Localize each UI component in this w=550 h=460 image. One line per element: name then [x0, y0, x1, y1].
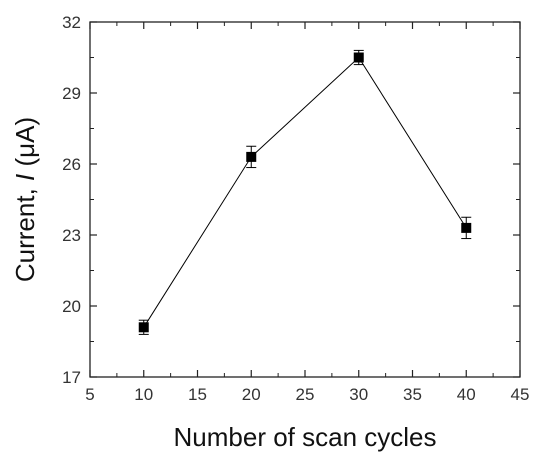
x-tick-label: 35	[403, 385, 422, 404]
y-axis-title-suffix: (μA)	[10, 117, 40, 174]
x-axis-ticks: 5 10 15 20 25 30 35 40 45	[85, 22, 529, 404]
plot-frame	[89, 21, 521, 378]
data-point	[138, 322, 149, 333]
x-axis-title: Number of scan cycles	[174, 422, 437, 452]
y-axis-title-symbol: I	[10, 174, 40, 181]
x-tick-label: 5	[85, 385, 94, 404]
x-tick-label: 10	[134, 385, 153, 404]
x-tick-label: 30	[349, 385, 368, 404]
data-point	[461, 222, 472, 233]
series-layer	[138, 49, 472, 335]
x-tick-label: 15	[188, 385, 207, 404]
series-line	[143, 56, 467, 328]
x-tick-label: 40	[457, 385, 476, 404]
data-point	[246, 151, 257, 162]
y-tick-label: 17	[62, 368, 81, 387]
y-tick-label: 20	[62, 297, 81, 316]
y-tick-label: 32	[62, 13, 81, 32]
y-tick-label: 26	[62, 155, 81, 174]
y-tick-label: 23	[62, 226, 81, 245]
data-point	[353, 52, 364, 63]
x-tick-label: 20	[242, 385, 261, 404]
y-axis-title: Current, I (μA)	[10, 117, 40, 282]
x-tick-label: 45	[511, 385, 530, 404]
y-axis-ticks: 17 20 23 26 29 32	[62, 13, 520, 387]
y-tick-label: 29	[62, 84, 81, 103]
plot-area: 5 10 15 20 25 30 35 40 45 17 20 23 26 29 32	[62, 13, 529, 404]
y-axis-title-prefix: Current,	[10, 181, 40, 282]
x-tick-label: 25	[296, 385, 315, 404]
